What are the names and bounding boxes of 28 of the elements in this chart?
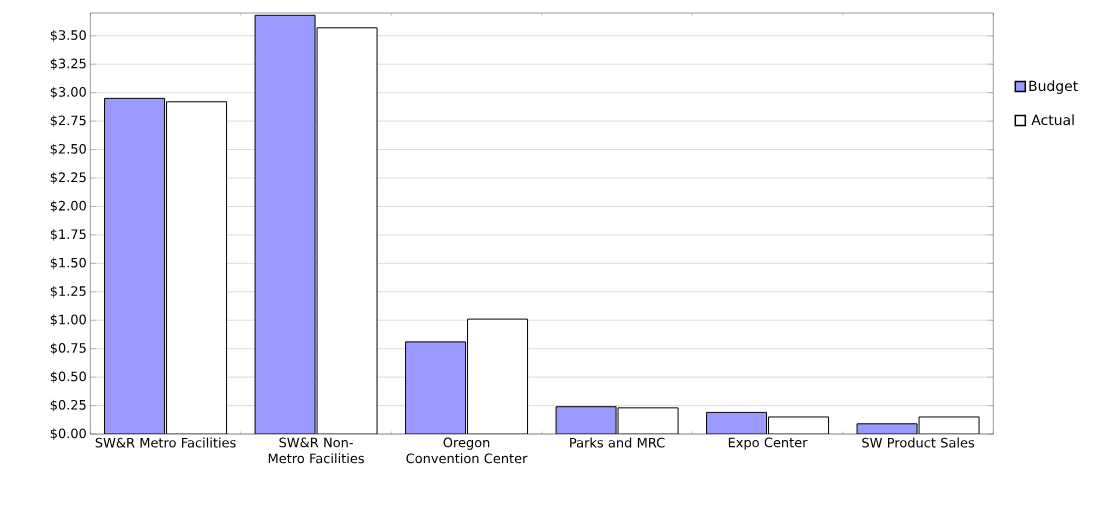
y-tick-label: $2.00	[50, 200, 86, 213]
x-tick-label: SW&R Metro Facilities	[95, 437, 236, 448]
legend-label: Budget	[1029, 80, 1078, 94]
y-tick-label: $0.75	[50, 342, 86, 355]
x-tick-label: Expo Center	[728, 437, 808, 450]
x-tick-label: SW&R Non-Metro Facilities	[268, 437, 364, 464]
y-tick-label: $3.50	[50, 29, 86, 42]
bar	[706, 411, 768, 435]
y-tick-label: $1.50	[50, 257, 86, 270]
y-tick-label: $2.25	[50, 172, 86, 184]
y-tick-label: $0.25	[50, 399, 86, 412]
y-tick-label: $1.75	[50, 229, 86, 241]
y-tick-label: $3.25	[50, 58, 86, 71]
y-tick-label: $3.00	[50, 86, 86, 99]
y-tick-label: $1.25	[50, 285, 86, 298]
x-tick-label: Parks and MRC	[570, 437, 665, 448]
y-tick-label: $2.50	[50, 143, 86, 156]
x-tick-label: SW Product Sales	[862, 437, 975, 448]
legend-label: Actual	[1031, 114, 1074, 126]
bar	[104, 97, 166, 435]
bar	[555, 406, 617, 435]
y-tick-label: $0.50	[50, 371, 86, 384]
bar	[405, 341, 467, 435]
y-tick-label: $2.75	[50, 115, 86, 127]
bar	[254, 14, 316, 435]
x-tick-label: Oregon Convention Center	[406, 437, 528, 464]
y-tick-label: $0.00	[50, 428, 86, 440]
y-tick-label: $1.00	[50, 314, 86, 327]
